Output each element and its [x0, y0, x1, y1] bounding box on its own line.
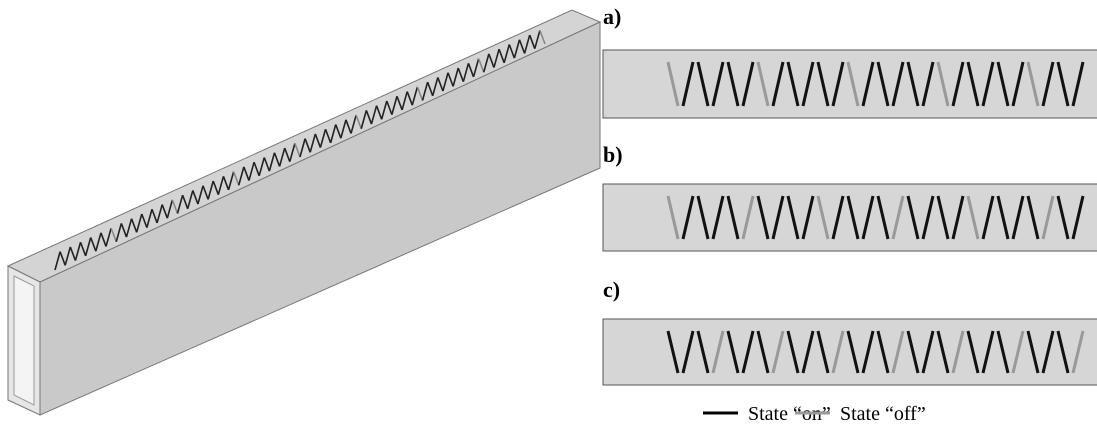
panel-label: a): [603, 4, 621, 29]
beam-end-inner: [14, 276, 34, 405]
panel-strip: [603, 50, 1097, 118]
panel-label: b): [603, 142, 623, 167]
legend-label: State “off”: [840, 403, 926, 425]
figure: a) b) c) State “on” State “off”: [0, 0, 1097, 432]
beam: [8, 10, 600, 415]
panel-strip: [603, 319, 1097, 385]
panel-strip: [603, 184, 1097, 251]
panel-label: c): [603, 277, 620, 302]
